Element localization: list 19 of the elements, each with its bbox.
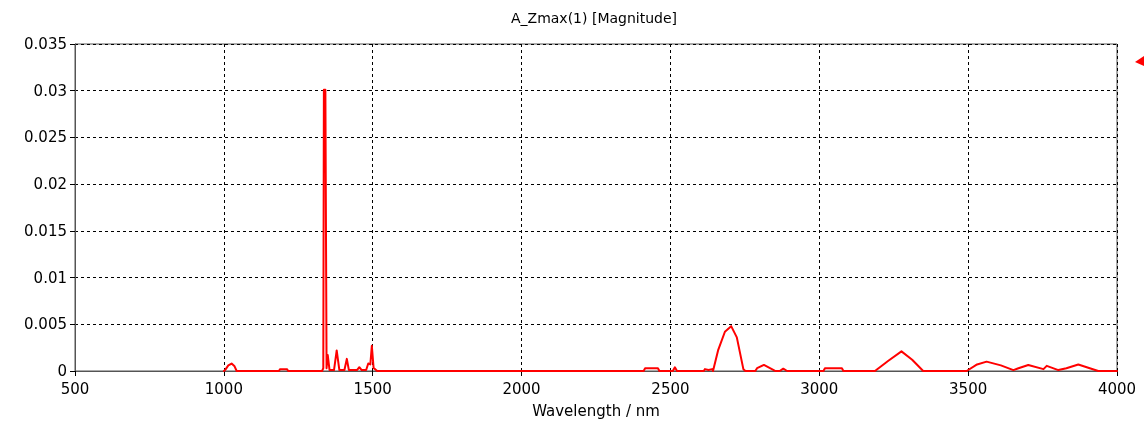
y-tick-label: 0.015 [24,221,67,240]
x-tick-label: 4000 [1097,379,1137,398]
x-tick-label: 1500 [353,379,392,398]
y-tick-label: 0.035 [24,35,67,53]
x-tick-label: 500 [60,379,90,398]
y-tick-label: 0.02 [33,175,67,194]
chart-title: A_Zmax(1) [Magnitude] [510,10,678,26]
x-tick-label: 1000 [204,379,243,398]
x-tick-label: 3000 [800,379,839,398]
x-tick-label: 2500 [651,379,690,398]
y-tick-label: 0.025 [24,128,67,147]
x-axis-title: Wavelength / nm [532,401,660,420]
y-tick-label: 0.005 [24,315,67,334]
y-tick-label: 0.03 [33,81,67,100]
y-tick-label: 0 [57,362,67,380]
y-tick-label: 0.01 [33,268,67,287]
x-tick-label: 2000 [502,379,541,398]
x-tick-label: 3500 [949,379,988,398]
line-series [222,88,1118,372]
